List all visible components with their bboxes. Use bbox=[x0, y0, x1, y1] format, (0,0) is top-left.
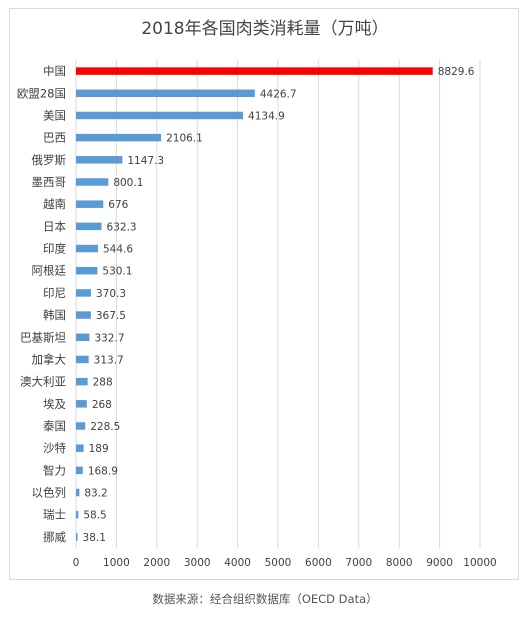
bar bbox=[76, 156, 123, 164]
value-label: 1147.3 bbox=[127, 155, 164, 167]
bar bbox=[76, 533, 78, 541]
bar bbox=[76, 355, 89, 364]
category-label: 巴基斯坦 bbox=[20, 330, 66, 344]
value-label: 632.3 bbox=[107, 221, 137, 233]
value-label: 544.6 bbox=[103, 244, 133, 256]
category-label: 越南 bbox=[43, 197, 66, 211]
bar bbox=[76, 444, 84, 452]
x-tick-label: 9000 bbox=[426, 557, 453, 569]
x-tick-label: 4000 bbox=[224, 557, 251, 569]
bar bbox=[76, 266, 98, 275]
x-tick-label: 7000 bbox=[345, 557, 372, 569]
category-label: 巴西 bbox=[43, 131, 66, 145]
value-label: 800.1 bbox=[113, 177, 143, 189]
value-label: 8829.6 bbox=[438, 66, 475, 78]
value-label: 58.5 bbox=[83, 510, 106, 522]
x-tick-label: 3000 bbox=[184, 557, 211, 569]
x-tick-label: 5000 bbox=[265, 557, 292, 569]
bar bbox=[76, 178, 109, 186]
value-label: 228.5 bbox=[90, 421, 120, 433]
category-label: 日本 bbox=[43, 219, 66, 233]
value-label: 4134.9 bbox=[248, 110, 285, 122]
bar bbox=[76, 488, 80, 497]
category-label: 阿根廷 bbox=[32, 264, 67, 278]
category-label: 韩国 bbox=[43, 308, 66, 322]
value-label: 313.7 bbox=[94, 354, 124, 366]
category-label: 智力 bbox=[43, 463, 66, 477]
x-tick-label: 6000 bbox=[305, 557, 332, 569]
bar bbox=[76, 510, 79, 519]
category-label: 以色列 bbox=[32, 486, 67, 500]
category-label: 瑞士 bbox=[43, 508, 66, 522]
bar bbox=[76, 311, 91, 319]
bar bbox=[76, 200, 104, 208]
bar bbox=[76, 400, 87, 408]
category-label: 俄罗斯 bbox=[32, 153, 67, 167]
value-label: 168.9 bbox=[88, 465, 118, 477]
bar bbox=[76, 89, 255, 98]
category-label: 墨西哥 bbox=[32, 175, 67, 189]
x-tick-label: 0 bbox=[73, 557, 80, 569]
bar bbox=[76, 244, 99, 253]
x-tick-label: 1000 bbox=[103, 557, 130, 569]
category-label: 埃及 bbox=[43, 397, 66, 411]
category-label: 澳大利亚 bbox=[20, 375, 66, 389]
chart-frame bbox=[9, 8, 519, 580]
bar bbox=[76, 222, 102, 231]
category-label: 美国 bbox=[43, 108, 66, 122]
value-label: 2106.1 bbox=[166, 133, 203, 145]
category-label: 中国 bbox=[43, 64, 66, 78]
x-tick-label: 10000 bbox=[463, 557, 496, 569]
value-label: 189 bbox=[89, 443, 109, 455]
bar bbox=[76, 377, 88, 386]
bar bbox=[76, 466, 83, 475]
category-label: 挪威 bbox=[43, 530, 66, 544]
category-label: 欧盟28国 bbox=[17, 86, 66, 100]
value-label: 370.3 bbox=[96, 288, 126, 300]
bar bbox=[76, 133, 162, 142]
x-tick-label: 2000 bbox=[143, 557, 170, 569]
chart-title: 2018年各国肉类消耗量（万吨） bbox=[141, 19, 389, 39]
value-label: 288 bbox=[93, 377, 113, 389]
bar bbox=[76, 111, 244, 120]
category-label: 印尼 bbox=[43, 286, 66, 300]
value-label: 4426.7 bbox=[260, 88, 297, 100]
category-label: 印度 bbox=[43, 242, 66, 256]
value-label: 676 bbox=[108, 199, 128, 211]
source-note: 数据来源：经合组织数据库（OECD Data） bbox=[152, 592, 378, 606]
bar bbox=[76, 289, 91, 297]
bar bbox=[76, 67, 433, 75]
category-label: 加拿大 bbox=[32, 352, 67, 366]
category-label: 沙特 bbox=[43, 441, 66, 455]
value-label: 83.2 bbox=[84, 488, 107, 500]
value-label: 332.7 bbox=[94, 332, 124, 344]
bar bbox=[76, 422, 86, 430]
value-label: 367.5 bbox=[96, 310, 126, 322]
value-label: 38.1 bbox=[83, 532, 106, 544]
value-label: 268 bbox=[92, 399, 112, 411]
category-label: 泰国 bbox=[43, 419, 66, 433]
value-label: 530.1 bbox=[102, 266, 132, 278]
x-tick-label: 8000 bbox=[386, 557, 413, 569]
bar bbox=[76, 333, 90, 342]
